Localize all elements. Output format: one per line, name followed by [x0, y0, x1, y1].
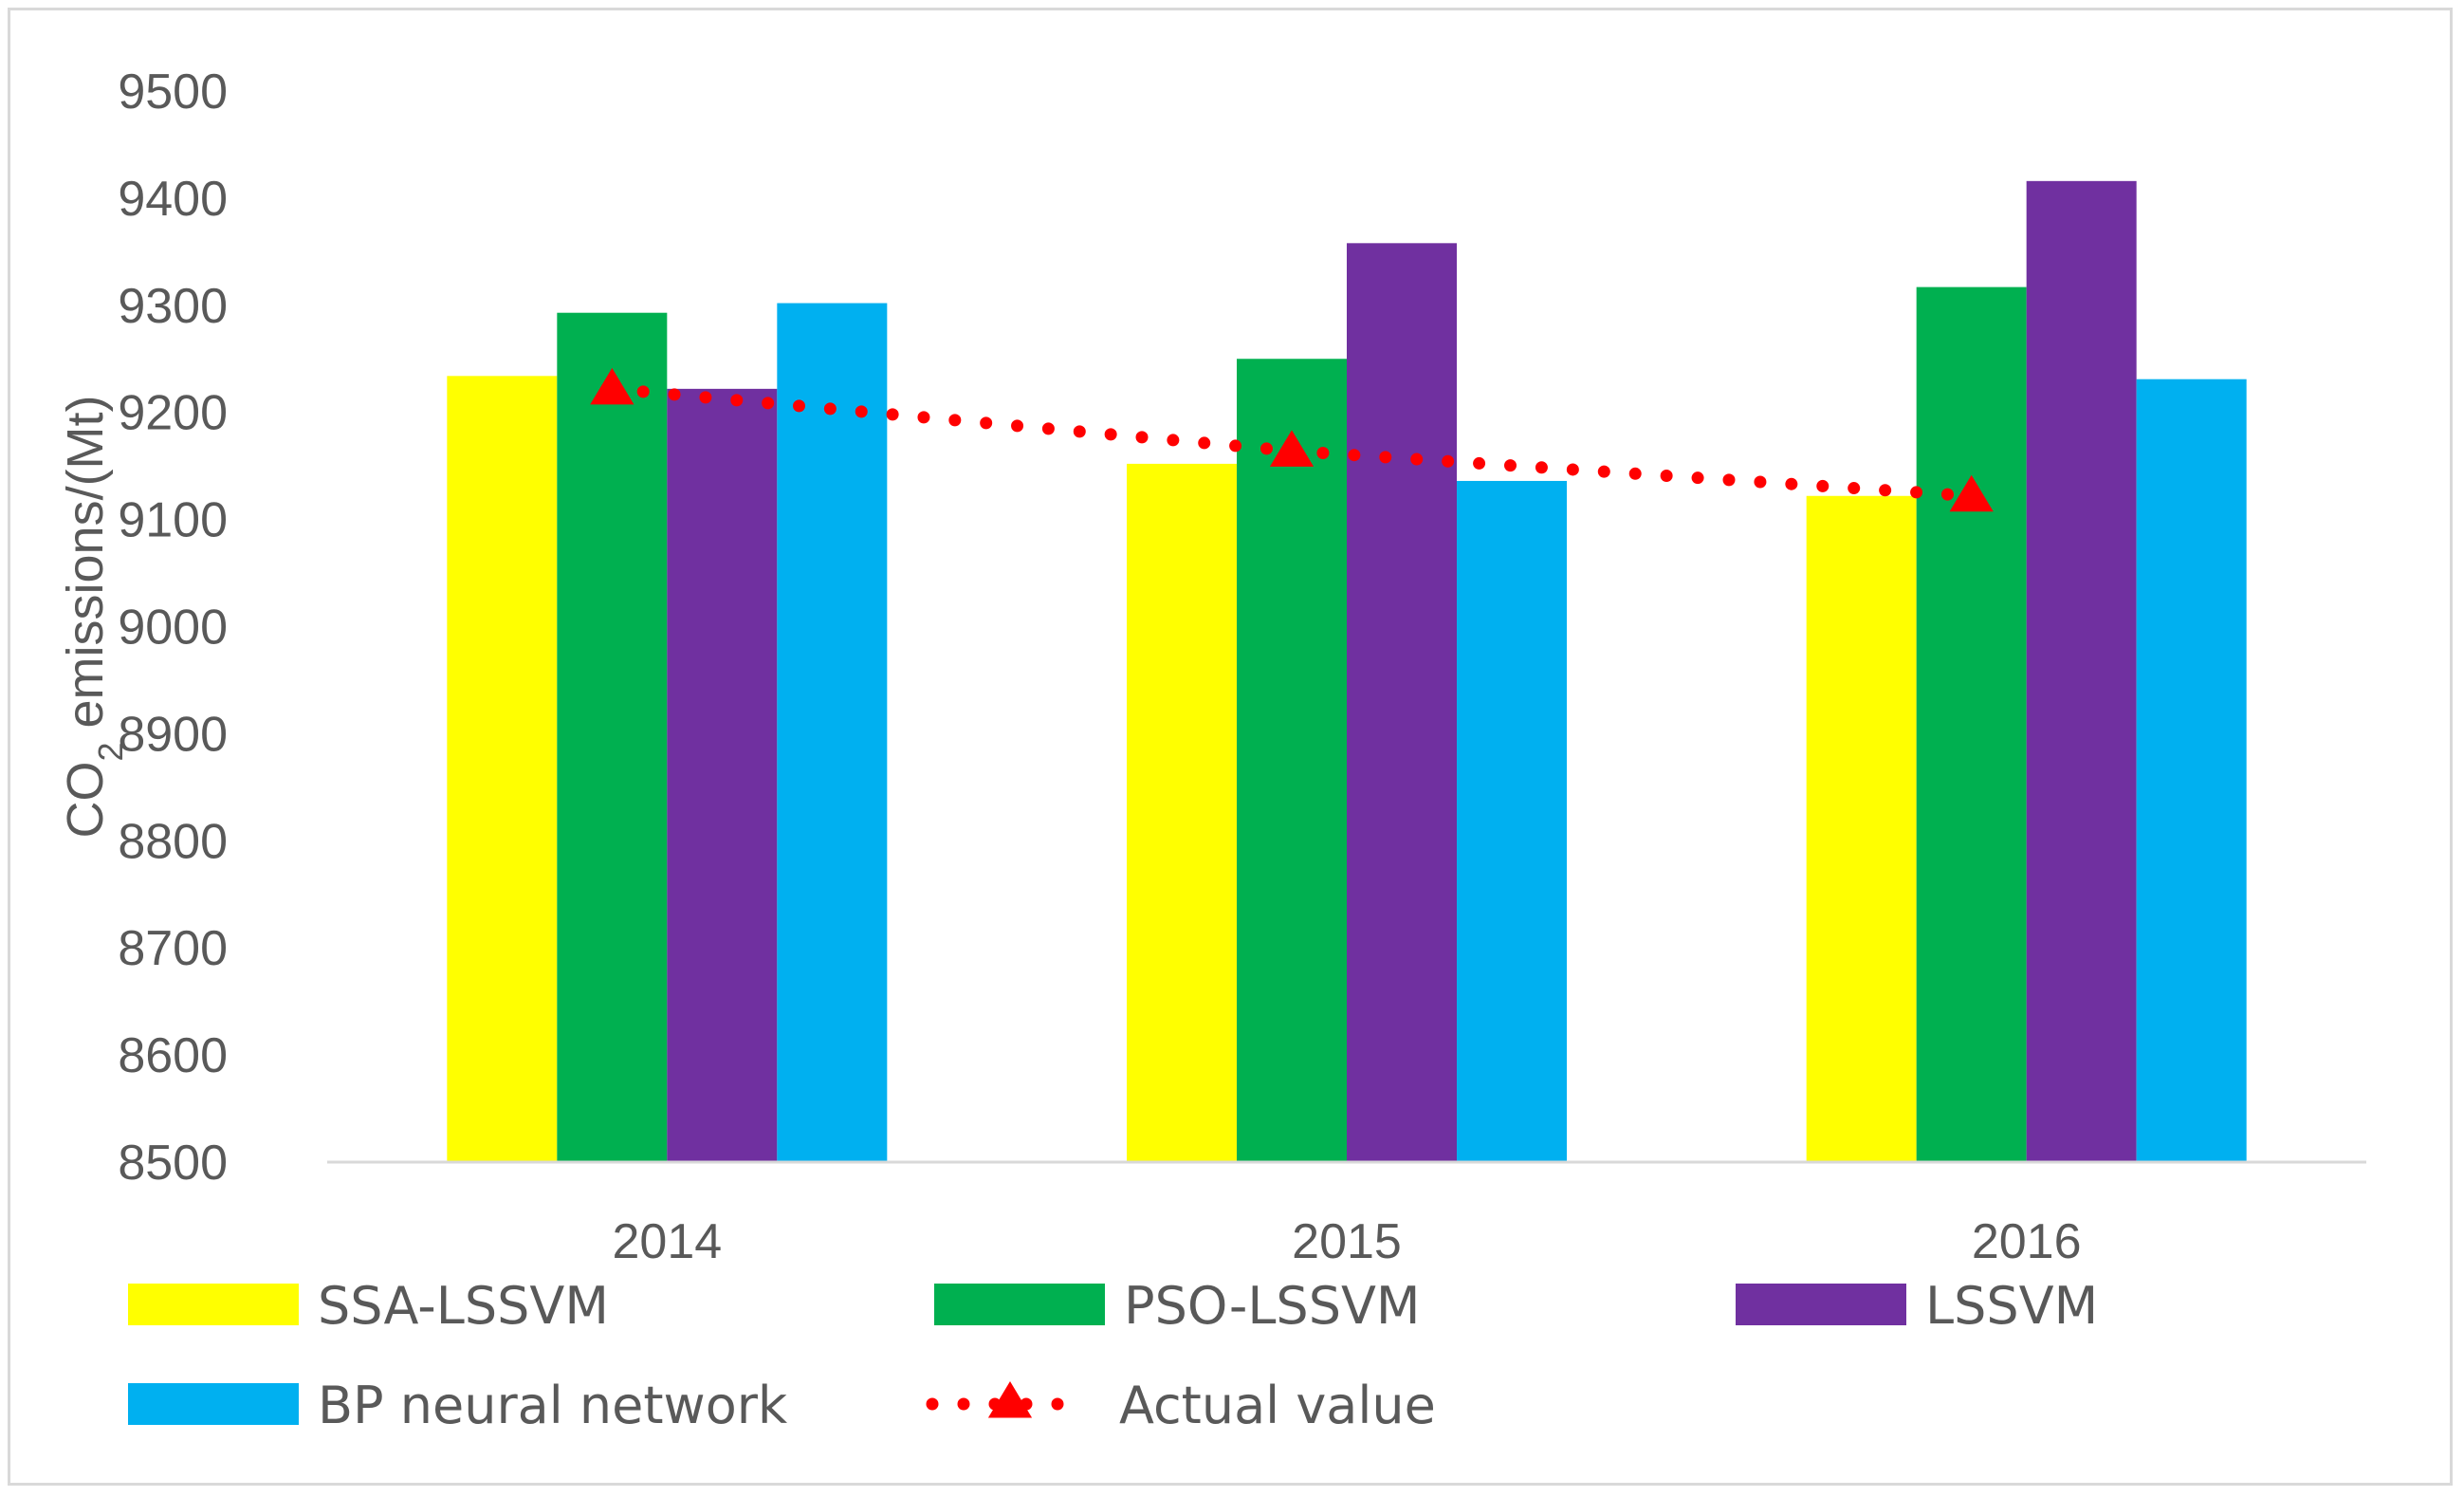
- legend-label-pso-lssvm: PSO-LSSVM: [1124, 1276, 1421, 1336]
- legend: SSA-LSSVM PSO-LSSVM LSSVM BP neural network…: [128, 1276, 2098, 1435]
- bar-lssvm-2014: [667, 388, 778, 1162]
- legend-swatch-bp-neural-network: [128, 1383, 299, 1425]
- y-tick-label: 8900: [118, 707, 228, 762]
- bar-ssa-lssvm-2014: [447, 376, 558, 1163]
- y-tick-label: 9200: [118, 386, 228, 441]
- legend-swatch-pso-lssvm: [934, 1284, 1105, 1325]
- y-tick-labels: 8500 8600 8700 8800 8900 9000 9100 9200 9300 9400…: [118, 65, 228, 1191]
- y-tick-label: 9400: [118, 172, 228, 227]
- bar-lssvm-2016: [2026, 180, 2137, 1163]
- legend-swatch-ssa-lssvm: [128, 1284, 299, 1325]
- bar-bp-neural-network-2016: [2136, 379, 2247, 1162]
- bar-ssa-lssvm-2015: [1127, 463, 1237, 1163]
- legend-label-bp-neural-network: BP neural network: [318, 1376, 788, 1435]
- y-tick-label: 8800: [118, 814, 228, 869]
- actual-value-line-segment: [1285, 444, 1978, 503]
- legend-label-ssa-lssvm: SSA-LSSVM: [318, 1276, 609, 1336]
- actual-value-marker-2015: [1269, 430, 1315, 467]
- x-tick-label: 2014: [612, 1214, 722, 1269]
- y-axis-label: CO2 emissions/(Mt): [57, 395, 130, 838]
- x-tick-labels: 2014 2015 2016: [612, 1214, 2081, 1269]
- y-tick-label: 9500: [118, 65, 228, 120]
- x-tick-label: 2016: [1972, 1214, 2082, 1269]
- actual-value-marker-2016: [1949, 474, 1994, 512]
- y-tick-label: 8600: [118, 1028, 228, 1083]
- actual-value-line-segment: [605, 382, 1298, 457]
- legend-swatch-lssvm: [1736, 1284, 1906, 1325]
- legend-label-actual-value: Actual value: [1119, 1376, 1436, 1435]
- actual-value-marker-2014: [590, 367, 634, 405]
- y-tick-label: 9300: [118, 279, 228, 334]
- bar-ssa-lssvm-2016: [1806, 495, 1917, 1162]
- y-tick-label: 9000: [118, 601, 228, 656]
- y-tick-label: 9100: [118, 493, 228, 548]
- bar-lssvm-2015: [1347, 243, 1457, 1162]
- bar-bp-neural-network-2014: [777, 303, 888, 1162]
- bar-pso-lssvm-2014: [557, 312, 668, 1162]
- actual-value-series: [590, 367, 1994, 512]
- legend-swatch-actual-value-marker: [987, 1381, 1033, 1418]
- bar-pso-lssvm-2015: [1237, 359, 1347, 1162]
- bars-group: [447, 180, 2247, 1163]
- bar-pso-lssvm-2016: [1916, 286, 2027, 1162]
- legend-label-lssvm: LSSVM: [1925, 1276, 2098, 1336]
- bar-bp-neural-network-2015: [1457, 480, 1567, 1162]
- x-tick-label: 2015: [1292, 1214, 1402, 1269]
- y-tick-label: 8700: [118, 921, 228, 976]
- y-tick-label: 8500: [118, 1136, 228, 1191]
